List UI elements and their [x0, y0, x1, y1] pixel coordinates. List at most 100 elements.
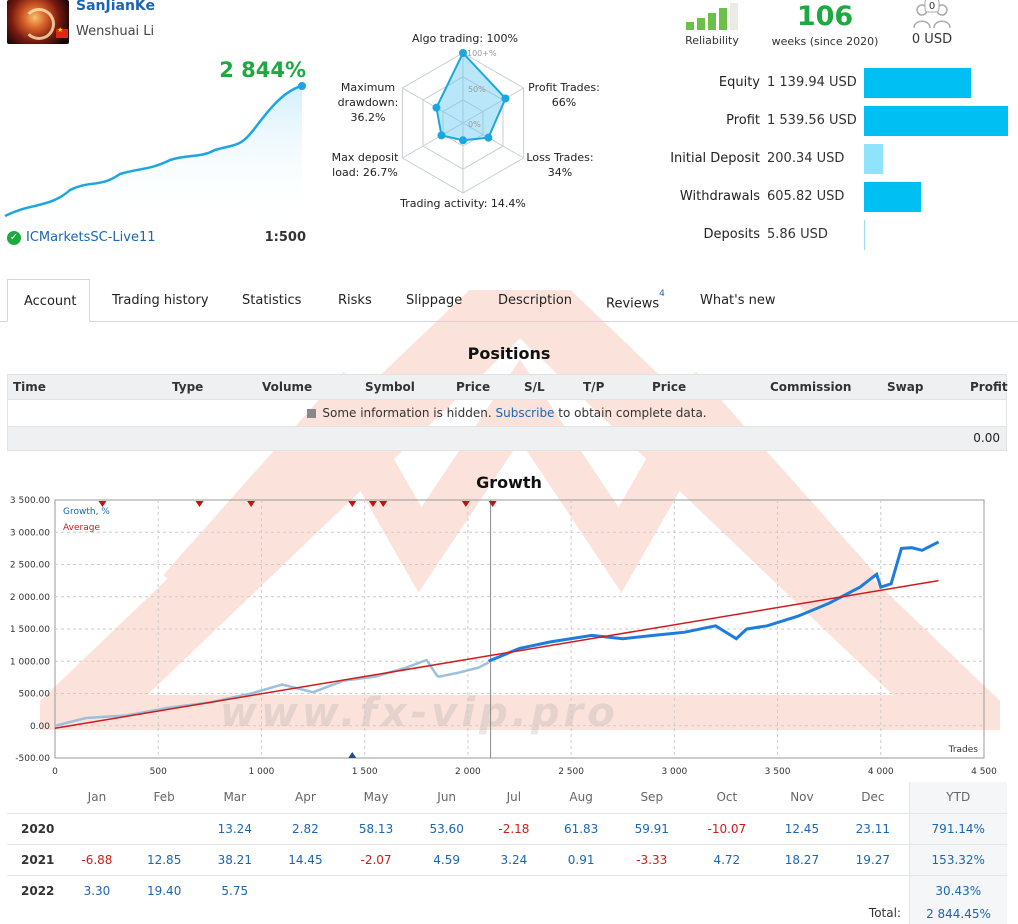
- reliability[interactable]: Reliability: [672, 0, 752, 47]
- tab-whats-new[interactable]: What's new: [700, 293, 776, 308]
- x-tick-label: 2 000: [455, 767, 481, 777]
- month-value-cell: 3.30: [65, 874, 129, 906]
- deposit-marker: [488, 501, 497, 507]
- tab-account[interactable]: Account: [7, 279, 90, 322]
- year-cell: 2020: [7, 812, 65, 844]
- leverage: 1:500: [264, 230, 306, 245]
- tab-description[interactable]: Description: [498, 293, 573, 308]
- month-value-cell: [481, 874, 546, 906]
- positions-total-row: 0.00: [7, 426, 1007, 451]
- col-profit: Profit: [970, 380, 1008, 394]
- positions-table-header: Time Type Volume Symbol Price S/L T/P Pr…: [7, 374, 1008, 400]
- year-header: [7, 782, 65, 813]
- col-sl: S/L: [524, 380, 545, 394]
- month-value-cell: 19.27: [837, 843, 909, 875]
- month-value-cell: -6.88: [65, 843, 129, 875]
- month-value-cell: [545, 874, 617, 906]
- financial-label: Deposits: [703, 227, 760, 242]
- col-tp: T/P: [583, 380, 605, 394]
- month-value-cell: 13.24: [199, 812, 271, 844]
- x-tick-label: 500: [150, 767, 167, 777]
- month-value-cell: 12.85: [128, 843, 200, 875]
- month-header: Oct: [716, 790, 738, 805]
- col-price-2: Price: [652, 380, 687, 394]
- month-value-cell: [340, 874, 412, 906]
- financial-label: Initial Deposit: [670, 151, 760, 166]
- series-growth-history: [54, 658, 490, 728]
- subscribers[interactable]: 0 0 USD: [900, 0, 964, 47]
- hidden-info-notice: Some information is hidden. Subscribe to…: [7, 400, 1007, 426]
- y-tick-label: 1 000.00: [10, 657, 50, 667]
- col-swap: Swap: [887, 380, 924, 394]
- server-info[interactable]: ✓ ICMarketsSC-Live11: [7, 230, 155, 245]
- tab-statistics[interactable]: Statistics: [242, 293, 302, 308]
- month-value-cell: 2.82: [270, 812, 341, 844]
- deposit-marker: [195, 501, 204, 507]
- radar-label-algo: Algo trading: 100%: [411, 32, 518, 45]
- subscribers-icon: 0: [900, 0, 964, 30]
- mini-growth-chart: [4, 82, 306, 223]
- financial-row-withdrawals: Withdrawals 605.82 USD: [630, 180, 1018, 218]
- reviews-count-badge: 4: [659, 289, 665, 299]
- tab-slippage[interactable]: Slippage: [406, 293, 463, 308]
- deposit-marker: [348, 501, 357, 507]
- y-tick-label: -500.00: [15, 754, 50, 764]
- col-symbol: Symbol: [365, 380, 415, 394]
- month-value-cell: [411, 874, 482, 906]
- month-value-cell: -10.07: [687, 812, 767, 844]
- financial-label: Equity: [718, 75, 760, 90]
- month-header: Sep: [640, 790, 664, 805]
- y-tick-label: 3 500.00: [10, 496, 50, 506]
- growth-end-point: [298, 82, 306, 90]
- month-value-cell: 12.45: [766, 812, 838, 844]
- radar-chart: 100+% 50% 0% Algo trading: 100% Profit T…: [330, 28, 610, 218]
- financial-value: 605.82 USD: [767, 189, 845, 204]
- radar-point-activity: [459, 136, 467, 145]
- month-value-cell: -2.07: [340, 843, 412, 875]
- total-growth-value: 2 844%: [219, 58, 306, 82]
- col-volume: Volume: [262, 380, 313, 394]
- financial-row-profit: Profit 1 539.56 USD: [630, 104, 1018, 142]
- subscribe-link[interactable]: Subscribe: [495, 406, 555, 420]
- financial-value: 1 139.94 USD: [767, 75, 857, 90]
- y-tick-label: 0.00: [30, 722, 50, 732]
- positions-total: 0.00: [973, 431, 1000, 445]
- username-link[interactable]: SanJianKe: [76, 0, 156, 14]
- y-tick-label: 1 500.00: [10, 625, 50, 635]
- tab-reviews[interactable]: Reviews4: [606, 289, 665, 312]
- month-value-cell: 59.91: [616, 812, 688, 844]
- radar-point-profit: [501, 94, 510, 103]
- x-tick-label: 0: [52, 767, 58, 777]
- table-row: 2022 3.30 19.40 5.75 30.43%: [7, 874, 1007, 906]
- col-commission: Commission: [770, 380, 852, 394]
- month-header: Jan: [87, 790, 107, 805]
- server-name[interactable]: ICMarketsSC-Live11: [26, 230, 156, 245]
- month-value-cell: 38.21: [199, 843, 271, 875]
- series-average: [54, 579, 939, 730]
- avatar[interactable]: [7, 0, 69, 44]
- tab-bar: Account Trading history Statistics Risks…: [0, 279, 1018, 322]
- financial-bar: [864, 106, 1008, 136]
- radar-point-algo: [459, 49, 467, 57]
- year-cell: 2022: [7, 874, 65, 906]
- financial-row-equity: Equity 1 139.94 USD: [630, 66, 1018, 104]
- reliability-bars-icon: [672, 0, 752, 30]
- financial-label: Profit: [726, 113, 760, 128]
- col-price: Price: [456, 380, 491, 394]
- month-value-cell: 53.60: [411, 812, 482, 844]
- year-cell: 2021: [7, 843, 65, 875]
- tab-risks[interactable]: Risks: [338, 293, 372, 308]
- radar-point-drawdown: [432, 103, 441, 112]
- radar-point-loss: [484, 133, 493, 142]
- y-tick-label: 2 500.00: [10, 561, 50, 571]
- radar-ring-0: 0%: [468, 120, 481, 129]
- positions-title: Positions: [467, 344, 551, 363]
- x-tick-label: 4 000: [868, 767, 894, 777]
- month-value-cell: [687, 874, 767, 906]
- financial-label: Withdrawals: [679, 189, 760, 204]
- x-tick-label: 1 500: [352, 767, 378, 777]
- ytd-header: YTD: [908, 782, 1007, 813]
- ytd-cell: 30.43%: [908, 874, 1007, 906]
- tab-trading-history[interactable]: Trading history: [112, 293, 209, 308]
- deposit-marker: [368, 501, 377, 507]
